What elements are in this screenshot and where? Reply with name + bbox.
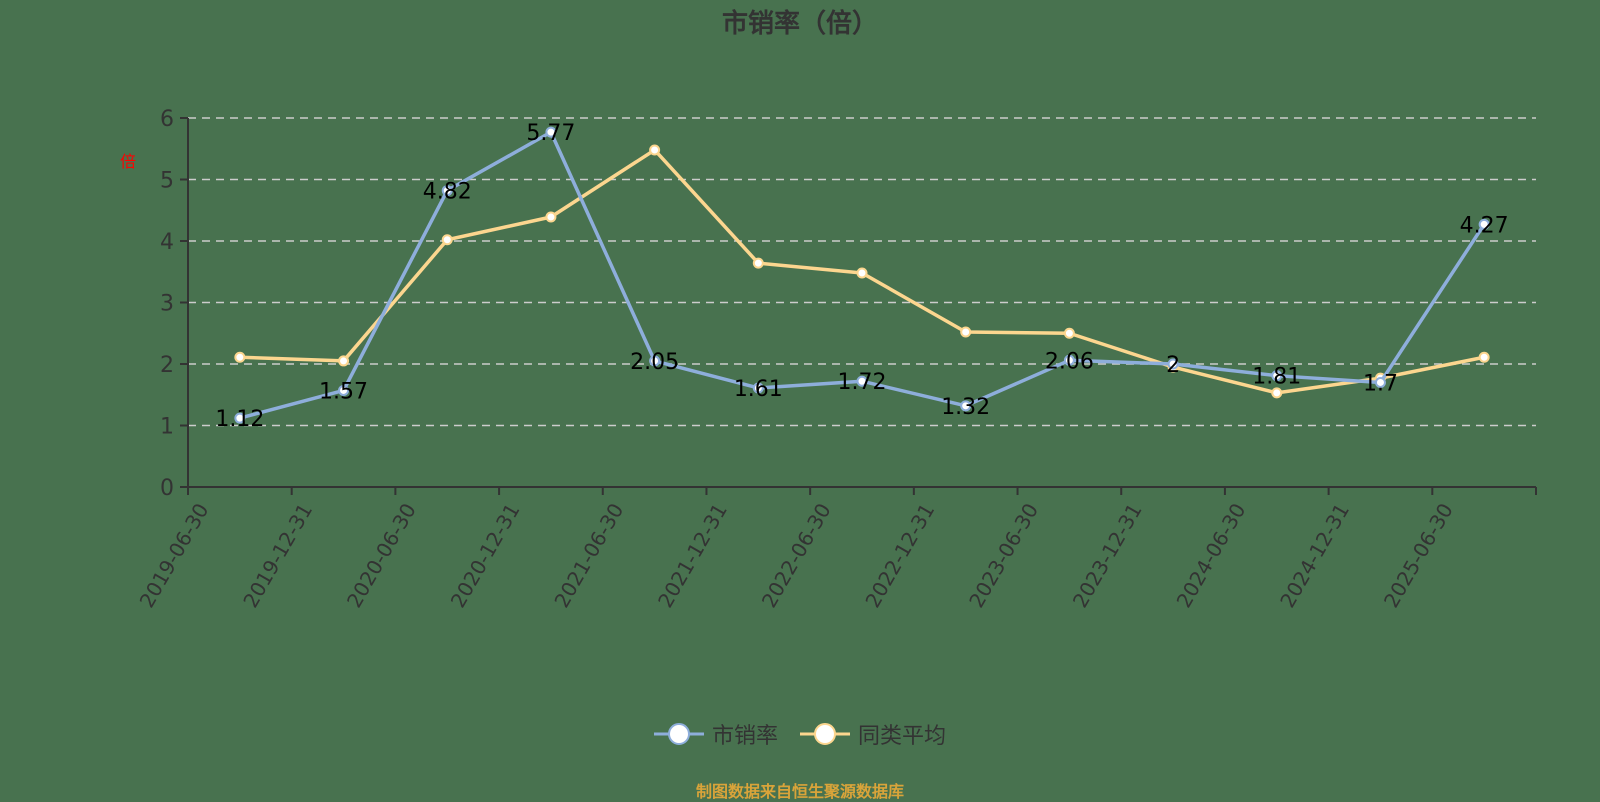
data-point[interactable] <box>1478 351 1490 363</box>
data-label: 1.57 <box>319 379 368 404</box>
legend-line-circle-icon <box>800 723 850 745</box>
data-point[interactable] <box>441 234 453 246</box>
legend-item-main[interactable]: 市销率 <box>653 718 778 750</box>
y-tick-label: 0 <box>160 476 174 501</box>
x-tick-label: 2024-06-30 <box>1172 499 1251 612</box>
x-tick-label: 2024-12-31 <box>1275 499 1354 612</box>
data-point[interactable] <box>1271 387 1283 399</box>
legend-line-circle-icon <box>653 723 704 745</box>
data-point[interactable] <box>1478 218 1490 230</box>
data-point[interactable] <box>234 412 246 424</box>
data-point[interactable] <box>1063 354 1075 366</box>
legend: 市销率 同类平均 <box>0 718 1600 750</box>
data-point[interactable] <box>338 384 350 396</box>
data-point[interactable] <box>856 375 868 387</box>
axes <box>180 117 1537 495</box>
x-tick-label: 2023-12-31 <box>1068 499 1147 612</box>
y-axis-unit-label: 倍 <box>120 152 136 171</box>
x-tick-label: 2022-12-31 <box>860 499 939 612</box>
series-lines <box>234 126 1490 424</box>
chart-title: 市销率（倍） <box>721 9 878 39</box>
data-point[interactable] <box>960 400 972 412</box>
y-tick-label: 5 <box>160 169 174 194</box>
data-label: 4.82 <box>423 180 472 205</box>
data-point[interactable] <box>338 355 350 367</box>
data-label: 2.05 <box>630 350 679 375</box>
data-point[interactable] <box>545 211 557 223</box>
data-label: 5.77 <box>526 121 575 146</box>
data-labels: 1.12 1.57 4.82 5.77 2.05 1.61 1.72 1.32 2.06 2 1.8… <box>215 121 1508 432</box>
legend-label-peer: 同类平均 <box>858 724 947 749</box>
data-point[interactable] <box>752 382 764 394</box>
x-tick-label: 2020-12-31 <box>446 499 525 612</box>
data-label: 1.81 <box>1252 365 1301 390</box>
data-label: 1.32 <box>941 395 990 420</box>
x-tick-label: 2020-06-30 <box>342 499 421 612</box>
data-point[interactable] <box>856 267 868 279</box>
data-point[interactable] <box>649 355 661 367</box>
data-label: 1.61 <box>734 377 783 402</box>
x-tick-label: 2025-06-30 <box>1379 499 1458 612</box>
data-label: 4.27 <box>1460 213 1509 238</box>
x-tick-label: 2022-06-30 <box>757 499 836 612</box>
data-label: 2 <box>1166 353 1180 378</box>
gridlines <box>188 117 1536 427</box>
data-point[interactable] <box>649 144 661 156</box>
x-tick-label: 2019-06-30 <box>135 499 214 612</box>
data-point[interactable] <box>960 326 972 338</box>
y-tick-label: 2 <box>160 353 174 378</box>
data-point[interactable] <box>1271 370 1283 382</box>
data-label: 1.7 <box>1363 371 1398 396</box>
x-tick-label: 2023-06-30 <box>964 499 1043 612</box>
y-tick-label: 1 <box>160 415 174 440</box>
data-point[interactable] <box>1063 327 1075 339</box>
data-point[interactable] <box>234 351 246 363</box>
y-tick-label: 4 <box>160 230 174 255</box>
data-point[interactable] <box>1167 358 1179 370</box>
data-point[interactable] <box>441 185 453 197</box>
x-axis-ticks: 2019-06-30 2019-12-31 2020-06-30 2020-12-31… <box>135 499 1458 612</box>
data-source-footer: 制图数据来自恒生聚源数据库 <box>695 782 904 801</box>
data-label: 2.06 <box>1045 349 1094 374</box>
x-tick-label: 2021-12-31 <box>653 499 732 612</box>
x-tick-label: 2019-12-31 <box>238 499 317 612</box>
legend-item-peer[interactable]: 同类平均 <box>800 718 946 750</box>
data-point[interactable] <box>752 257 764 269</box>
y-tick-label: 3 <box>160 292 174 317</box>
x-tick-label: 2021-06-30 <box>549 499 628 612</box>
y-axis-ticks: 0 1 2 3 4 5 6 <box>160 107 174 501</box>
legend-label-main: 市销率 <box>711 724 778 749</box>
data-point[interactable] <box>1374 376 1386 388</box>
y-tick-label: 6 <box>160 107 174 132</box>
data-point[interactable] <box>545 126 557 138</box>
data-label: 1.12 <box>215 407 264 432</box>
data-label: 1.72 <box>838 370 887 395</box>
